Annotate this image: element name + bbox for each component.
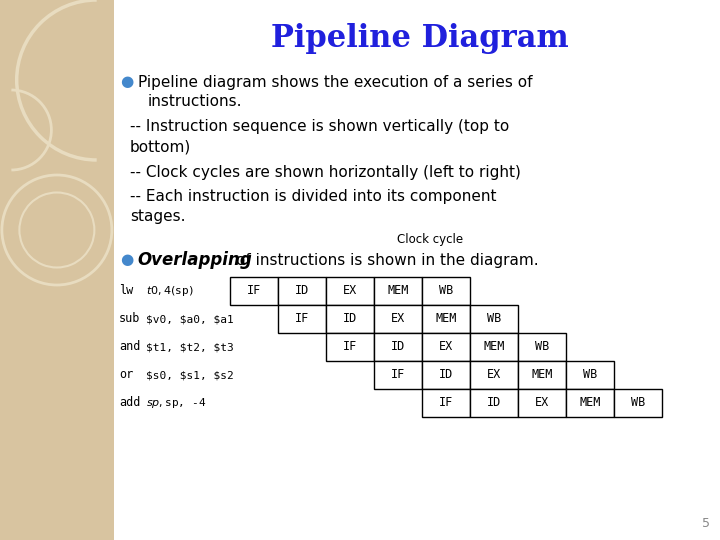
Bar [470, 361, 518, 389]
Bar [422, 333, 470, 361]
Text: Overlapping: Overlapping [138, 251, 253, 269]
Text: IF: IF [295, 313, 309, 326]
Text: ID: ID [439, 368, 453, 381]
Text: $t1, $t2, $t3: $t1, $t2, $t3 [145, 342, 233, 352]
Text: or: or [119, 368, 133, 381]
Text: 5: 5 [702, 517, 710, 530]
Text: IF: IF [391, 368, 405, 381]
Text: -- Clock cycles are shown horizontally (left to right): -- Clock cycles are shown horizontally (… [130, 165, 521, 179]
Text: ●: ● [120, 253, 133, 267]
Text: WB: WB [487, 313, 501, 326]
Bar [326, 333, 374, 361]
Text: stages.: stages. [130, 210, 185, 225]
Bar [566, 389, 614, 417]
Bar [374, 361, 422, 389]
Text: ID: ID [391, 341, 405, 354]
Text: Clock cycle: Clock cycle [397, 233, 463, 246]
Text: MEM: MEM [531, 368, 553, 381]
Bar [422, 277, 470, 305]
Text: WB: WB [439, 285, 453, 298]
Text: WB: WB [583, 368, 597, 381]
Text: Pipeline diagram shows the execution of a series of: Pipeline diagram shows the execution of … [138, 75, 532, 90]
Text: sub: sub [119, 313, 140, 326]
Text: ID: ID [295, 285, 309, 298]
Text: ID: ID [487, 396, 501, 409]
Text: MEM: MEM [387, 285, 409, 298]
Bar [230, 277, 278, 305]
Text: Pipeline Diagram: Pipeline Diagram [271, 23, 569, 53]
Bar [422, 389, 470, 417]
Text: -- Each instruction is divided into its component: -- Each instruction is divided into its … [130, 190, 496, 205]
Text: instructions.: instructions. [148, 94, 242, 110]
Bar [374, 305, 422, 333]
Bar [326, 305, 374, 333]
Bar [114, 0, 720, 540]
Text: EX: EX [487, 368, 501, 381]
Text: EX: EX [391, 313, 405, 326]
Text: bottom): bottom) [130, 139, 191, 154]
Text: $s0, $s1, $s2: $s0, $s1, $s2 [145, 370, 233, 380]
Bar [374, 277, 422, 305]
Bar [278, 305, 326, 333]
Bar [566, 361, 614, 389]
Text: EX: EX [439, 341, 453, 354]
Text: MEM: MEM [483, 341, 505, 354]
Bar [470, 305, 518, 333]
Text: add: add [119, 396, 140, 409]
Text: MEM: MEM [580, 396, 600, 409]
Bar [0, 0, 114, 540]
Text: EX: EX [535, 396, 549, 409]
Text: $v0, $a0, $a1: $v0, $a0, $a1 [145, 314, 233, 324]
Text: $sp, $sp, -4: $sp, $sp, -4 [145, 396, 206, 410]
Bar [518, 389, 566, 417]
Text: ●: ● [120, 75, 133, 90]
Text: of instructions is shown in the diagram.: of instructions is shown in the diagram. [235, 253, 539, 267]
Bar [422, 305, 470, 333]
Text: -- Instruction sequence is shown vertically (top to: -- Instruction sequence is shown vertica… [130, 119, 509, 134]
Bar [470, 333, 518, 361]
Bar [326, 277, 374, 305]
Bar [614, 389, 662, 417]
Text: IF: IF [439, 396, 453, 409]
Bar [374, 333, 422, 361]
Bar [278, 277, 326, 305]
Bar [518, 333, 566, 361]
Text: WB: WB [535, 341, 549, 354]
Text: and: and [119, 341, 140, 354]
Text: ID: ID [343, 313, 357, 326]
Text: IF: IF [247, 285, 261, 298]
Text: $t0, 4($sp): $t0, 4($sp) [145, 284, 194, 298]
Text: EX: EX [343, 285, 357, 298]
Text: lw: lw [119, 285, 133, 298]
Bar [470, 389, 518, 417]
Text: IF: IF [343, 341, 357, 354]
Text: MEM: MEM [436, 313, 456, 326]
Bar [422, 361, 470, 389]
Text: WB: WB [631, 396, 645, 409]
Bar [518, 361, 566, 389]
